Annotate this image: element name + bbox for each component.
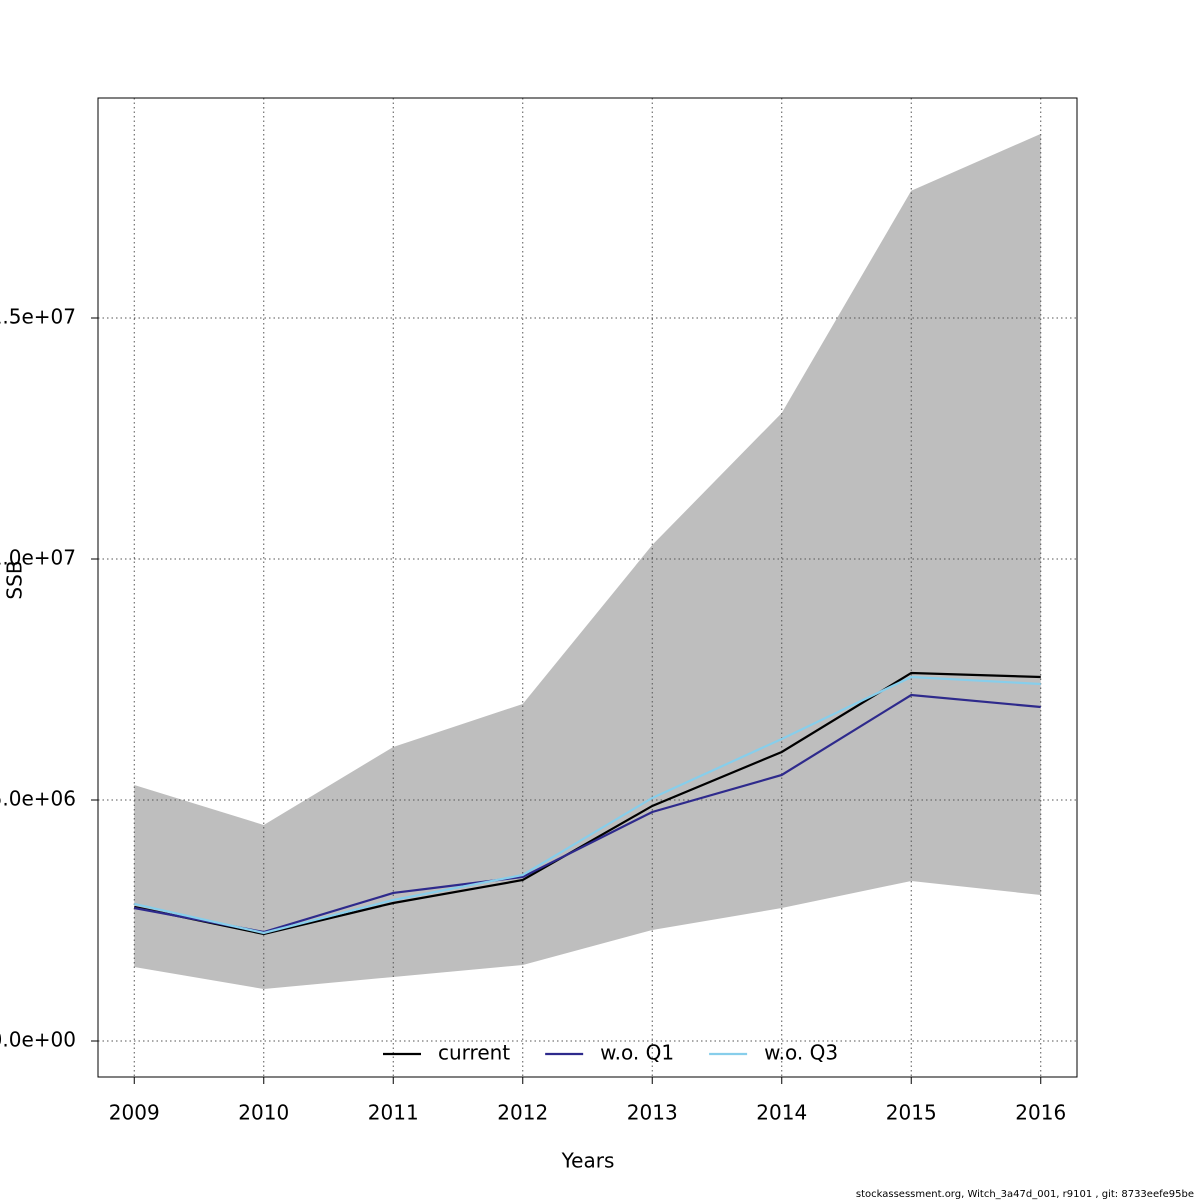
y-tick-label: 5.0e+06 [0,786,76,810]
x-tick-label: 2010 [238,1101,289,1125]
series-line [134,693,1041,934]
x-tick-label: 2009 [109,1101,160,1125]
legend-label: w.o. Q1 [600,1041,674,1065]
x-axis-label: Years [561,1149,615,1173]
x-tick-label: 2013 [627,1101,678,1125]
y-tick-label: 1.0e+07 [0,545,76,569]
x-tick-label: 2011 [368,1101,419,1125]
legend: current w.o. Q1 w.o. Q3 [383,1041,838,1065]
legend-label: w.o. Q3 [764,1041,838,1065]
series-line [134,675,1041,935]
plot-frame [97,97,1078,1078]
x-tick-label: 2016 [1015,1101,1066,1125]
y-tick-label: 0.0e+00 [0,1027,76,1051]
x-tick-label: 2012 [497,1101,548,1125]
x-tick-label: 2014 [756,1101,807,1125]
y-tick-label: 1.5e+07 [0,304,76,328]
x-tick-label: 2015 [886,1101,937,1125]
confidence-band [134,133,1041,989]
footer: stockassessment.org, Witch_3a47d_001, r9… [856,1189,1194,1200]
legend-label: current [438,1041,510,1065]
y-axis-label: SSB [3,560,27,599]
